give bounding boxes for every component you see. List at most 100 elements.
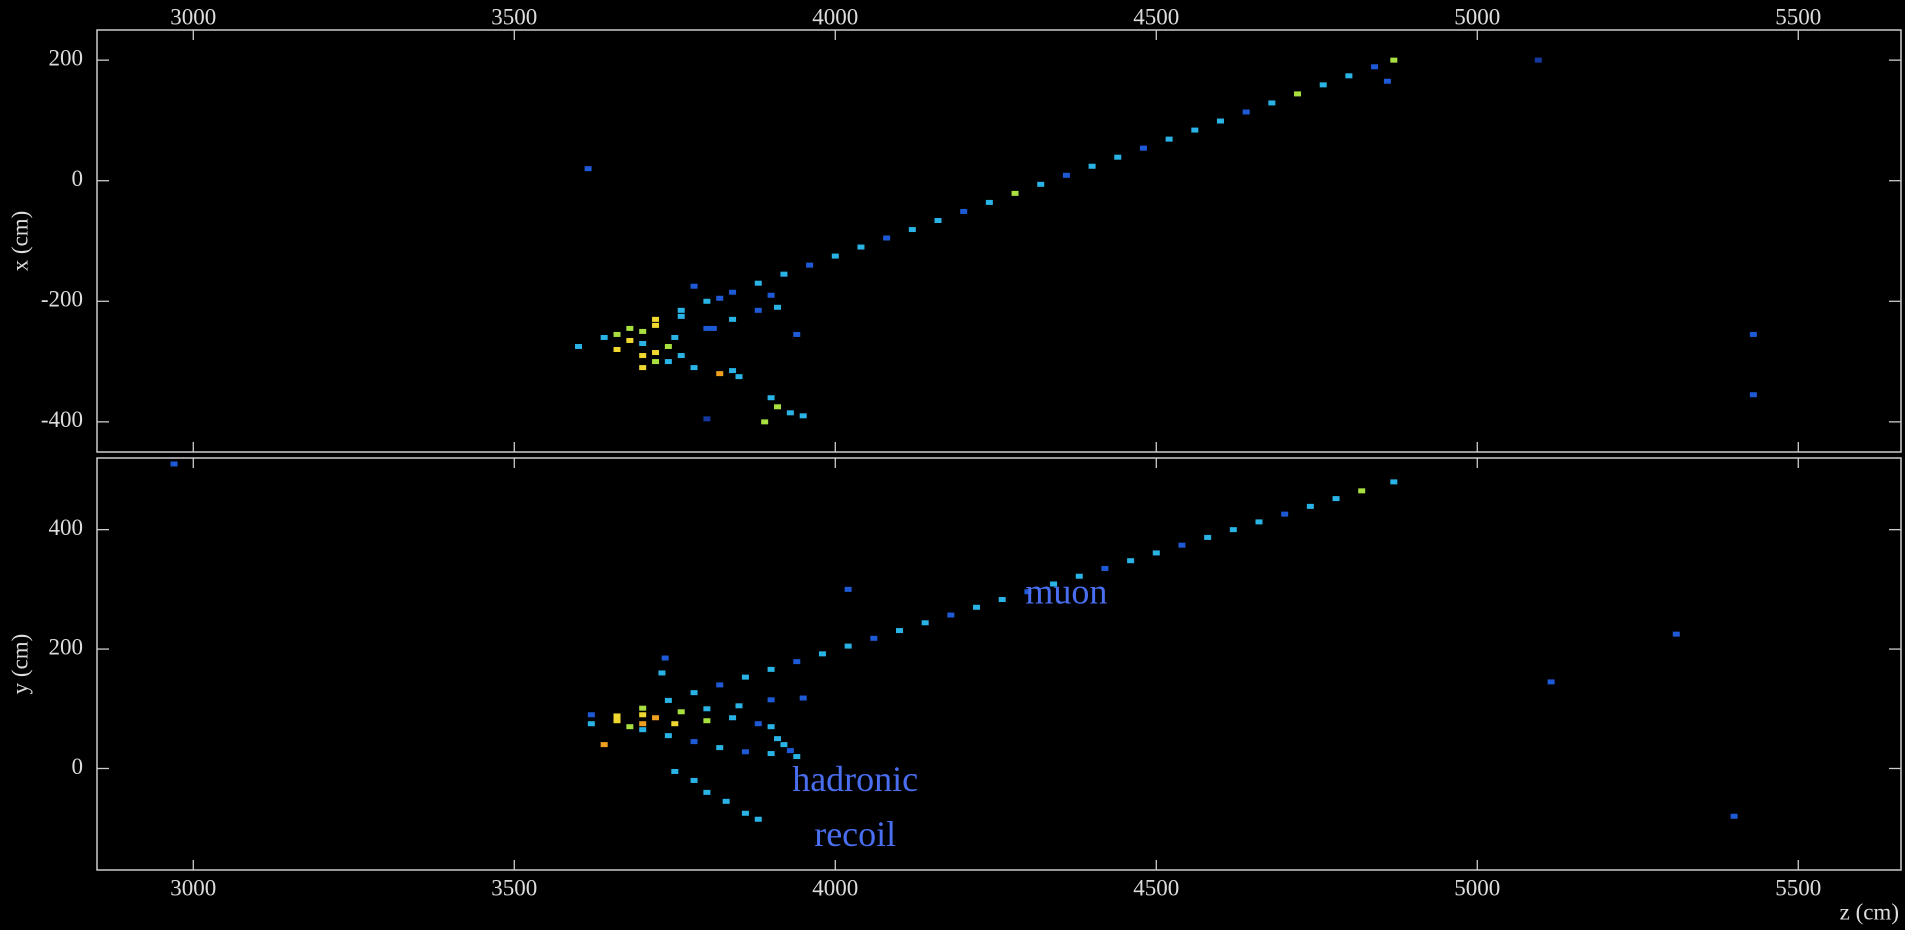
- hit: [665, 344, 672, 349]
- hit: [973, 605, 980, 610]
- hit: [735, 703, 742, 708]
- hit: [703, 326, 710, 331]
- hit: [703, 718, 710, 723]
- hit: [1673, 632, 1680, 637]
- annotation: muon: [1025, 572, 1107, 612]
- hit: [1089, 164, 1096, 169]
- hit: [614, 347, 621, 352]
- y-axis-title: y (cm): [7, 634, 32, 695]
- hit: [1256, 519, 1263, 524]
- y-tick-label: 200: [49, 45, 84, 70]
- hit: [1191, 128, 1198, 133]
- hit: [614, 718, 621, 723]
- hit: [787, 748, 794, 753]
- hit: [1204, 535, 1211, 540]
- hit: [716, 745, 723, 750]
- hit: [780, 272, 787, 277]
- hit: [845, 587, 852, 592]
- hit: [742, 675, 749, 680]
- hit: [819, 651, 826, 656]
- hit: [639, 353, 646, 358]
- hit: [793, 332, 800, 337]
- hit: [729, 290, 736, 295]
- page: 300035004000450050005500-400-2000200x (c…: [0, 0, 1905, 930]
- hit: [1140, 146, 1147, 151]
- hit: [639, 727, 646, 732]
- hit: [601, 335, 608, 340]
- hit: [639, 712, 646, 717]
- hit: [639, 721, 646, 726]
- hit: [671, 335, 678, 340]
- hit: [703, 790, 710, 795]
- hit: [691, 739, 698, 744]
- hit: [774, 404, 781, 409]
- hit: [639, 329, 646, 334]
- hit: [845, 644, 852, 649]
- x-tick-label: 3000: [170, 4, 216, 29]
- hit: [665, 733, 672, 738]
- hit: [986, 200, 993, 205]
- hit: [652, 323, 659, 328]
- x-tick-label: 5000: [1454, 4, 1500, 29]
- hit: [691, 690, 698, 695]
- hit: [1535, 58, 1542, 63]
- hit: [1127, 558, 1134, 563]
- hit: [1384, 79, 1391, 84]
- hit: [1166, 137, 1173, 142]
- hit: [639, 365, 646, 370]
- hit: [832, 254, 839, 259]
- hit: [768, 724, 775, 729]
- x-tick-label: 5500: [1775, 875, 1821, 900]
- hit: [729, 368, 736, 373]
- hit: [1371, 64, 1378, 69]
- y-axis-title: x (cm): [7, 211, 32, 272]
- hit: [678, 709, 685, 714]
- hit: [703, 299, 710, 304]
- hit: [710, 326, 717, 331]
- hit: [585, 166, 592, 171]
- hit: [1548, 679, 1555, 684]
- hit: [716, 682, 723, 687]
- y-tick-label: 0: [72, 754, 84, 779]
- hit: [729, 317, 736, 322]
- hit: [1333, 496, 1340, 501]
- hit: [671, 769, 678, 774]
- hit: [626, 326, 633, 331]
- hit: [793, 659, 800, 664]
- y-tick-label: -200: [41, 287, 83, 312]
- hit: [678, 308, 685, 313]
- hit: [787, 410, 794, 415]
- hit: [800, 413, 807, 418]
- x-tick-label: 5000: [1454, 875, 1500, 900]
- x-tick-label: 4000: [812, 875, 858, 900]
- hit: [716, 371, 723, 376]
- hit: [742, 811, 749, 816]
- hit: [1358, 488, 1365, 493]
- hit: [1390, 479, 1397, 484]
- hit: [723, 799, 730, 804]
- hit: [857, 245, 864, 250]
- hit: [665, 698, 672, 703]
- hit: [652, 715, 659, 720]
- hit: [703, 416, 710, 421]
- hit: [909, 227, 916, 232]
- hit: [768, 293, 775, 298]
- hit: [1390, 58, 1397, 63]
- hit: [626, 724, 633, 729]
- hit: [1294, 91, 1301, 96]
- hit: [658, 670, 665, 675]
- hit: [922, 620, 929, 625]
- hit: [614, 332, 621, 337]
- x-tick-label: 3500: [491, 875, 537, 900]
- x-tick-label: 5500: [1775, 4, 1821, 29]
- x-tick-label: 3000: [170, 875, 216, 900]
- x-tick-label: 4500: [1133, 4, 1179, 29]
- hit: [1243, 109, 1250, 114]
- hit: [935, 218, 942, 223]
- hit: [1037, 182, 1044, 187]
- hit: [1063, 173, 1070, 178]
- hit: [1230, 527, 1237, 532]
- hit: [716, 296, 723, 301]
- hit: [896, 628, 903, 633]
- hit: [1012, 191, 1019, 196]
